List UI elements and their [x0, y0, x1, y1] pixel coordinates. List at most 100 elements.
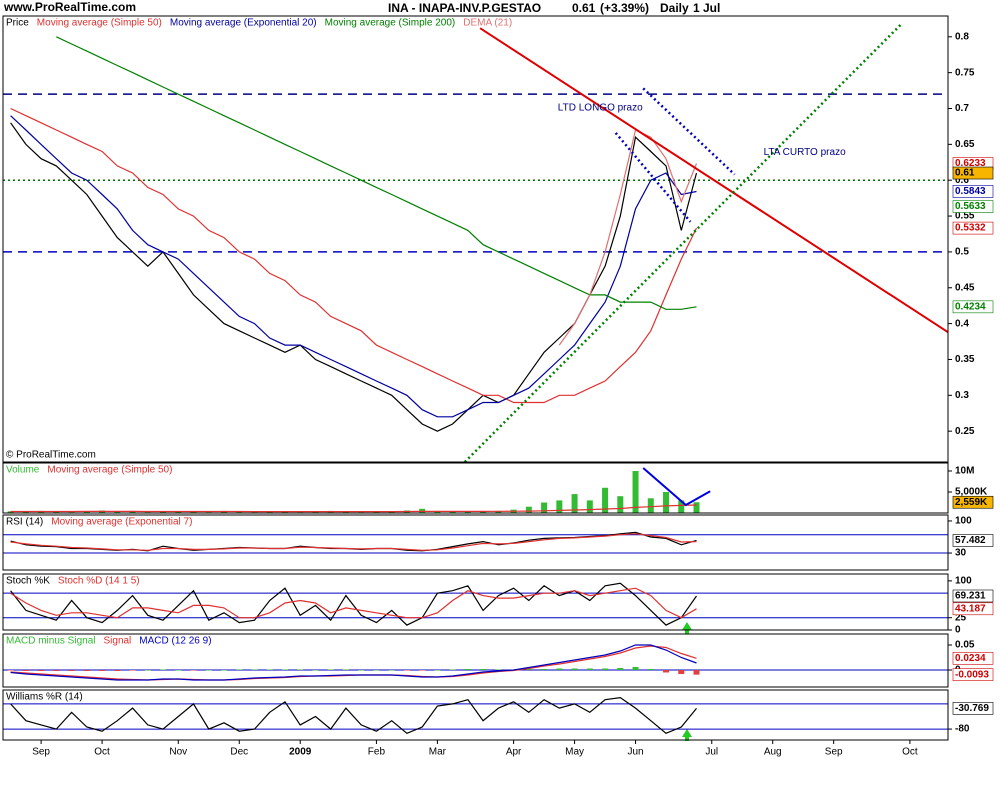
- y-tick-label: 0.65: [955, 139, 975, 150]
- value-label: 0.61: [955, 168, 975, 179]
- value-label-box: [952, 166, 994, 180]
- copyright: © ProRealTime.com: [6, 450, 96, 461]
- y-tick-label: 0.6: [955, 175, 969, 186]
- bar: [144, 670, 151, 671]
- bar: [556, 500, 563, 513]
- bar: [297, 669, 304, 670]
- x-tick-label: Oct: [94, 747, 110, 758]
- series-line: [10, 582, 697, 626]
- bar: [312, 511, 319, 513]
- bar: [7, 511, 14, 513]
- annotation: LTA CURTO prazo: [764, 147, 847, 158]
- series-line: [10, 696, 697, 734]
- x-tick-label: Aug: [764, 747, 782, 758]
- signal-arrow: [682, 729, 692, 741]
- value-label: 0.5332: [955, 223, 986, 234]
- bar: [617, 496, 624, 513]
- bar: [647, 498, 654, 513]
- bar: [495, 510, 502, 513]
- signal-arrow: [682, 622, 692, 634]
- date: 1 Jul: [693, 1, 720, 15]
- value-label: 0.5843: [955, 186, 986, 197]
- bar: [541, 669, 548, 670]
- bar: [83, 511, 90, 513]
- bar: [251, 669, 258, 670]
- value-label-box: [952, 300, 994, 314]
- value-label: 0.4234: [955, 301, 986, 312]
- bar: [525, 669, 532, 670]
- legend-entry: DEMA (21): [463, 18, 512, 29]
- bar: [221, 670, 228, 671]
- bar: [236, 511, 243, 513]
- x-tick-label: Dec: [230, 747, 248, 758]
- y-tick-label: 0: [955, 625, 961, 636]
- bar: [175, 670, 182, 671]
- bar: [480, 669, 487, 670]
- bar: [114, 511, 121, 513]
- bar: [632, 470, 639, 513]
- series-line: [10, 115, 697, 418]
- x-tick-label: Sep: [825, 747, 843, 758]
- bar: [205, 670, 212, 671]
- bar: [53, 511, 60, 513]
- y-tick-label: 0.25: [955, 426, 975, 437]
- y-tick-label: 0.5: [955, 247, 969, 258]
- legend-entry: Williams %R (14): [6, 692, 83, 703]
- x-tick-label: Jun: [627, 747, 643, 758]
- value-label: 0.6233: [955, 158, 986, 169]
- price-change: (+3.39%): [600, 1, 649, 15]
- value-label-box: [952, 602, 994, 616]
- panel: [7, 467, 711, 513]
- bar: [312, 670, 319, 671]
- series-line: [10, 587, 697, 619]
- y-tick-label: 0.4: [955, 318, 969, 329]
- y-tick-label: 10M: [955, 466, 974, 477]
- legend-entry: Volume: [6, 465, 40, 476]
- x-tick-label: Mar: [429, 747, 447, 758]
- bar: [22, 670, 29, 671]
- legend-entry: Signal: [103, 636, 131, 647]
- bar: [556, 668, 563, 670]
- bar: [266, 511, 273, 513]
- legend-entry: Moving average (Simple 50): [47, 465, 172, 476]
- bar: [602, 668, 609, 670]
- x-tick-label: 2009: [289, 747, 312, 758]
- y-tick-label: 0.35: [955, 354, 975, 365]
- panel-frame: [2, 514, 949, 571]
- value-label: 69.231: [955, 591, 986, 602]
- bar: [175, 511, 182, 513]
- value-label: 0.5633: [955, 201, 986, 212]
- trend-line: [614, 132, 692, 223]
- bar: [647, 669, 654, 670]
- y-tick-label: 100: [955, 516, 972, 527]
- x-tick-label: Feb: [368, 747, 386, 758]
- ticker: INA - INAPA-INV.P.GESTAO: [388, 1, 541, 15]
- series-line: [10, 533, 697, 551]
- y-tick-label: 5,000K: [955, 487, 988, 498]
- value-label: 57.482: [955, 535, 986, 546]
- trend-line: [642, 87, 736, 176]
- y-tick-label: 0.3: [955, 390, 969, 401]
- bar: [419, 670, 426, 671]
- panel: [3, 696, 948, 734]
- bar: [160, 511, 167, 513]
- y-tick-label: 0.05: [955, 640, 975, 651]
- panel-frame: [2, 689, 949, 741]
- value-label-box: [952, 651, 994, 665]
- value-label: 2,559K: [955, 497, 988, 508]
- panel: [3, 582, 948, 626]
- bar: [114, 670, 121, 671]
- bar: [83, 670, 90, 671]
- panel: [3, 644, 948, 681]
- y-tick-label: 30: [955, 548, 967, 559]
- legend-entry: Moving average (Simple 200): [325, 18, 456, 29]
- x-tick-label: May: [565, 747, 584, 758]
- value-label-box: [952, 185, 994, 198]
- bar: [586, 668, 593, 670]
- legend-entry: RSI (14): [6, 517, 43, 528]
- bar: [373, 670, 380, 671]
- y-tick-label: 0.7: [955, 103, 969, 114]
- value-label: -30.769: [955, 703, 989, 714]
- bar: [693, 670, 700, 675]
